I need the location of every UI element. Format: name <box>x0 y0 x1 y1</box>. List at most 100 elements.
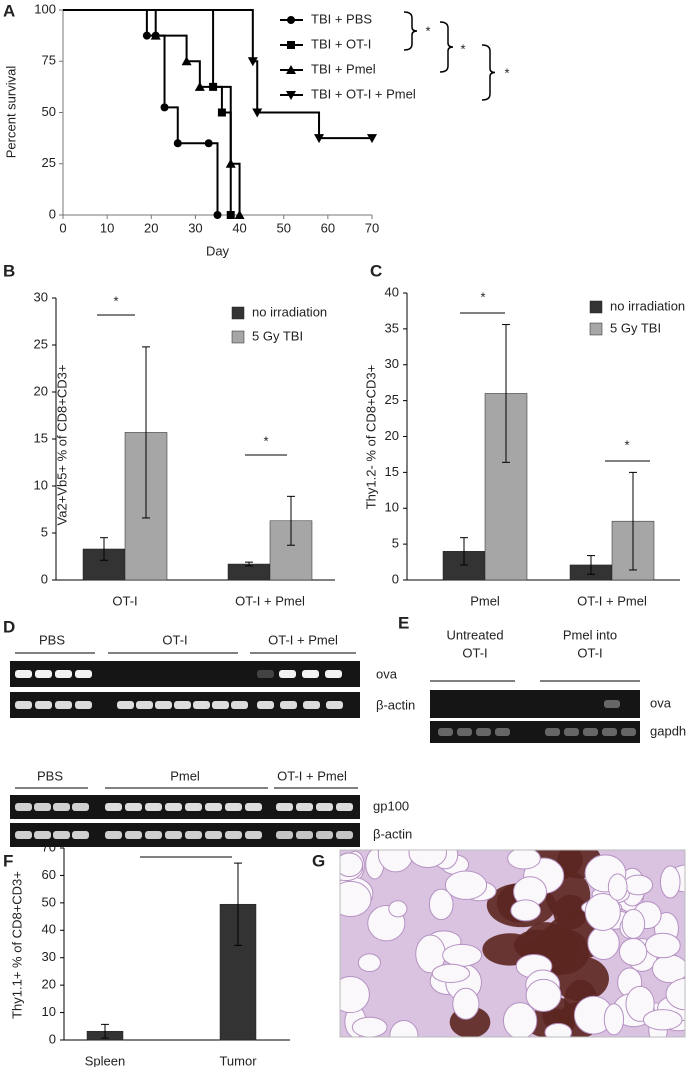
survival-line <box>63 9 372 140</box>
gel-group-label: OT-I <box>577 645 602 660</box>
x-tick-label: 10 <box>100 220 114 235</box>
brace <box>403 11 418 51</box>
gel-group-label: PBS <box>39 632 65 647</box>
y-tick-label: 20 <box>34 383 48 398</box>
gel-band <box>279 670 296 678</box>
legend-label: 5 Gy TBI <box>610 320 661 335</box>
legend-label: 5 Gy TBI <box>252 328 303 343</box>
adipocyte <box>389 1019 419 1037</box>
survival-line <box>63 9 241 215</box>
y-tick-label: 75 <box>42 53 56 68</box>
marker <box>225 158 236 168</box>
significance-star: * <box>504 65 509 80</box>
x-tick-label: 70 <box>365 220 379 235</box>
gel-band <box>145 831 162 839</box>
marker <box>314 134 325 144</box>
adipocyte <box>544 1022 573 1037</box>
gel-group-label: OT-I <box>462 645 487 660</box>
gel-group-label: OT-I <box>162 632 187 647</box>
legend-swatch <box>231 306 245 320</box>
gel-band <box>296 803 313 811</box>
y-tick-label: 20 <box>385 428 399 443</box>
adipocyte <box>665 977 685 1011</box>
y-tick-label: 0 <box>49 206 56 221</box>
gel-band <box>325 670 342 678</box>
gel-band <box>231 701 248 709</box>
y-tick-label: 10 <box>34 477 48 492</box>
x-tick-label: Tumor <box>219 1053 257 1067</box>
gel-band <box>303 701 320 709</box>
adipocyte <box>618 937 648 966</box>
gel-band <box>457 728 472 736</box>
gel-band <box>34 831 51 839</box>
panel-label: D <box>3 617 15 636</box>
adipocyte <box>659 865 681 899</box>
adipocyte <box>340 852 364 878</box>
legend-label: TBI + Pmel <box>311 61 376 76</box>
significance-star: * <box>113 293 118 308</box>
gel-band <box>225 803 242 811</box>
gel-band <box>174 701 191 709</box>
gel-band <box>495 728 510 736</box>
gel-band <box>165 803 182 811</box>
x-tick-label: 30 <box>188 220 202 235</box>
legend-swatch <box>589 300 603 314</box>
adipocyte <box>428 888 454 921</box>
gel-band <box>75 701 92 709</box>
gel-band <box>15 670 32 678</box>
adipocyte <box>351 1016 388 1037</box>
gel-band <box>604 700 620 708</box>
adipocyte <box>607 873 628 901</box>
adipocyte <box>502 1002 538 1037</box>
adipocyte <box>644 932 681 959</box>
x-tick-label: 60 <box>321 220 335 235</box>
legend-label: no irradiation <box>610 298 685 313</box>
y-tick-label: 5 <box>392 536 399 551</box>
gel-band <box>225 831 242 839</box>
adipocyte <box>444 870 488 900</box>
gel-band <box>276 831 293 839</box>
significance-star: * <box>263 433 268 448</box>
gel-band <box>35 670 52 678</box>
gel-band <box>326 701 343 709</box>
x-tick-label: 0 <box>59 220 66 235</box>
y-tick-label: 30 <box>385 356 399 371</box>
x-tick-label: OT-I + Pmel <box>235 593 305 608</box>
gel-band <box>72 831 89 839</box>
y-tick-label: 35 <box>385 320 399 335</box>
marker <box>150 30 161 40</box>
y-tick-label: 25 <box>42 155 56 170</box>
gel-band <box>15 803 32 811</box>
gel-group-label: Pmel into <box>563 627 617 642</box>
panel-label: B <box>3 261 15 280</box>
adipocyte <box>625 985 655 1022</box>
y-axis-title: Va2+Vb5+ % of CD8+CD3+ <box>54 365 69 526</box>
gel-band <box>185 803 202 811</box>
gel-band <box>34 803 51 811</box>
y-tick-label: 0 <box>49 1031 56 1046</box>
gel-lane-background <box>430 721 640 743</box>
gel-band <box>105 831 122 839</box>
gel-row-label: ova <box>650 695 672 710</box>
legend-label: TBI + OT-I + Pmel <box>311 86 416 101</box>
adipocyte <box>584 892 621 931</box>
marker <box>204 139 213 148</box>
adipocyte <box>388 900 408 918</box>
gel-band <box>245 831 262 839</box>
marker <box>160 103 169 112</box>
gel-band <box>15 701 32 709</box>
adipocyte <box>442 943 483 967</box>
gel-band <box>336 803 353 811</box>
adipocyte <box>642 1009 683 1031</box>
y-tick-label: 10 <box>42 1004 56 1019</box>
gel-band <box>15 831 32 839</box>
gel-band <box>55 670 72 678</box>
gel-band <box>53 831 70 839</box>
gel-group-label: Untreated <box>446 627 503 642</box>
y-tick-label: 25 <box>385 392 399 407</box>
significance-star: * <box>480 289 485 304</box>
gel-band <box>276 803 293 811</box>
gel-group-label: Pmel <box>170 768 200 783</box>
histology-image <box>340 850 685 1037</box>
gel-band <box>55 701 72 709</box>
